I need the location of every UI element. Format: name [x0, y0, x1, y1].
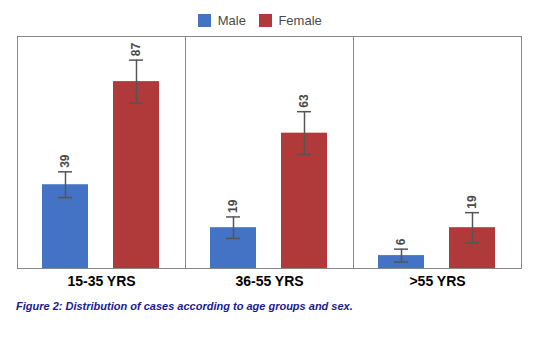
svg-text:19: 19 [465, 195, 479, 209]
html-text:Male: Male [217, 13, 246, 28]
svg-text:36-55 YRS: 36-55 YRS [235, 273, 303, 289]
svg-text:6: 6 [394, 238, 408, 245]
svg-text:87: 87 [129, 42, 143, 56]
html-text:Figure 2: Distribution of case: Figure 2: Distribution of cases accordin… [16, 300, 353, 312]
svg-text:63: 63 [297, 94, 311, 108]
svg-text:19: 19 [226, 199, 240, 213]
html-text:Female: Female [278, 13, 322, 28]
svg-text:39: 39 [58, 154, 72, 168]
svg-text:>55 YRS: >55 YRS [409, 273, 465, 289]
svg-text:15-35 YRS: 15-35 YRS [67, 273, 135, 289]
